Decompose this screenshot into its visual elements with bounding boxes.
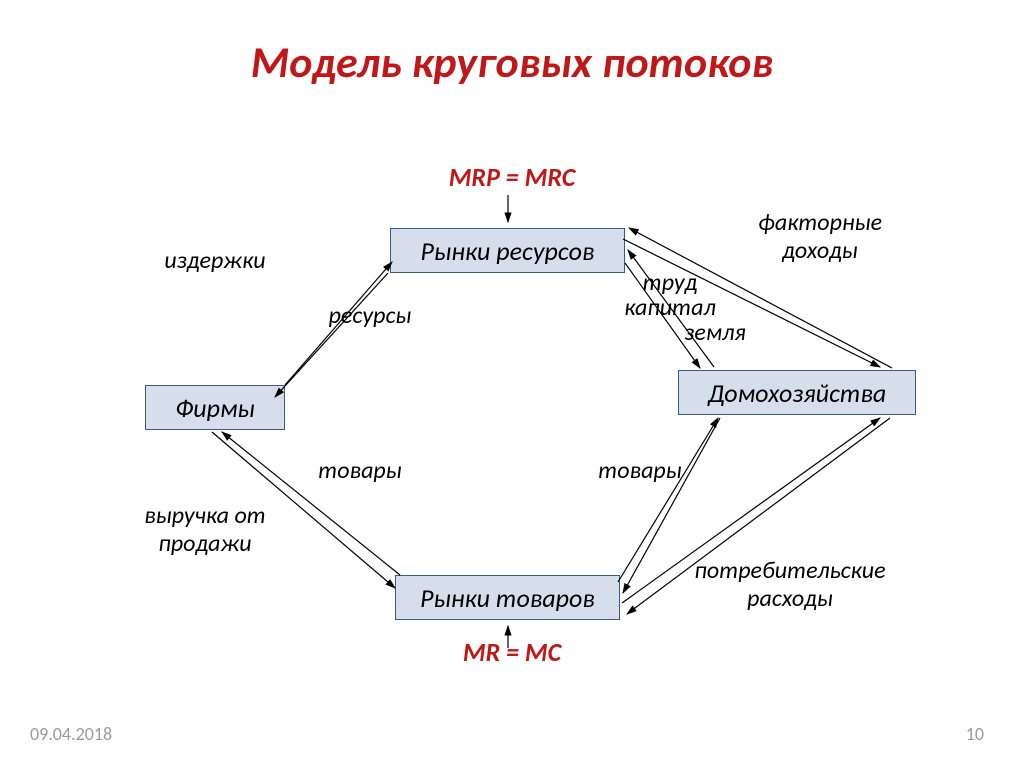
label-costs: издержки (105, 247, 325, 275)
label-revenue: выручка от продажи (95, 502, 315, 557)
node-firms: Фирмы (145, 385, 285, 430)
node-goods-market: Рынки товаров (395, 575, 620, 620)
label-land: земля (605, 319, 825, 347)
formula-top: MRP = MRC (412, 161, 612, 193)
footer-date: 09.04.2018 (30, 723, 112, 745)
label-goods-right: товары (530, 457, 750, 485)
label-capital: капитал (560, 294, 780, 322)
label-resources: ресурсы (260, 302, 480, 330)
page-title: Модель круговых потоков (0, 35, 1024, 89)
footer-page-number: 10 (966, 723, 984, 745)
node-households: Домохозяйства (678, 370, 916, 415)
label-goods-left: товары (250, 457, 470, 485)
label-factor-income: факторные доходы (710, 209, 930, 264)
node-resources-market: Рынки ресурсов (390, 228, 625, 273)
label-consumer-spending: потребительские расходы (680, 557, 900, 612)
formula-bottom: MR = MC (412, 636, 612, 668)
